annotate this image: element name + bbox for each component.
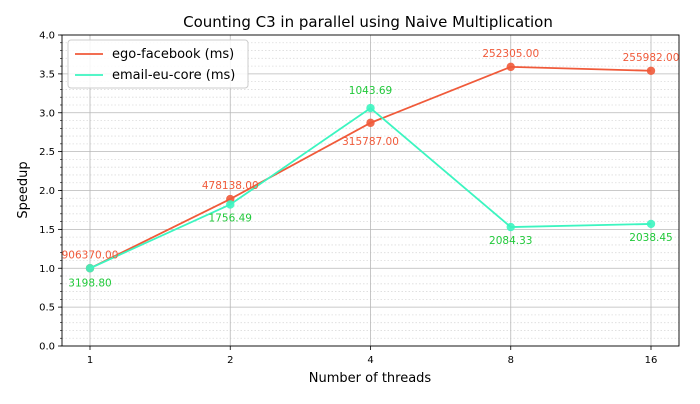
data-point [85,264,95,273]
x-tick-label: 1 [87,355,93,366]
data-point [646,219,656,229]
data-label: 252305.00 [482,48,539,60]
legend-label-email-eu-core: email-eu-core (ms) [112,68,235,83]
y-axis-label: Speedup [16,161,31,218]
data-label: 2084.33 [489,235,532,247]
legend-label-ego-facebook: ego-facebook (ms) [112,47,234,62]
y-tick-label: 3.0 [39,108,55,119]
y-tick-label: 0.0 [39,342,55,353]
y-tick-label: 3.5 [39,69,55,80]
y-tick-label: 1.5 [39,225,55,236]
x-axis-label: Number of threads [309,371,432,386]
data-point [226,200,235,209]
axes-layer: 0.0 0.5 1.0 1.5 2.0 2.5 3.0 3.5 4.0 1 2 4 8 16 [39,31,680,366]
data-label: 2038.45 [629,232,672,244]
data-label-layer: 906370.00 478138.00 315787.00 252305.00 2559… [62,48,680,289]
y-tick-label: 2.5 [39,147,55,158]
x-tick-label: 2 [227,355,233,366]
data-label: 315787.00 [342,136,399,148]
y-tick-label: 1.0 [39,264,55,275]
data-label: 1043.69 [349,85,392,97]
data-label: 906370.00 [62,249,119,261]
y-tick-label: 0.5 [39,303,55,314]
chart-title: Counting C3 in parallel using Naive Mult… [183,13,553,31]
y-tick-label: 2.0 [39,186,55,197]
plot-frame [61,34,680,347]
x-tick-label: 16 [645,355,658,366]
legend: ego-facebook (ms) email-eu-core (ms) [67,39,249,89]
data-label: 478138.00 [202,180,259,192]
data-point [366,118,375,128]
data-point [506,222,515,232]
x-tick-label: 8 [508,355,514,366]
series-layer [85,62,656,273]
data-label: 1756.49 [209,212,252,224]
y-tick-label: 4.0 [39,31,55,42]
x-tick-label: 4 [367,355,373,366]
legend-box [67,39,249,89]
data-point [366,103,375,113]
data-point [506,62,515,72]
data-label: 3198.80 [68,277,111,289]
data-point [646,66,656,75]
data-label: 255982.00 [623,52,680,64]
